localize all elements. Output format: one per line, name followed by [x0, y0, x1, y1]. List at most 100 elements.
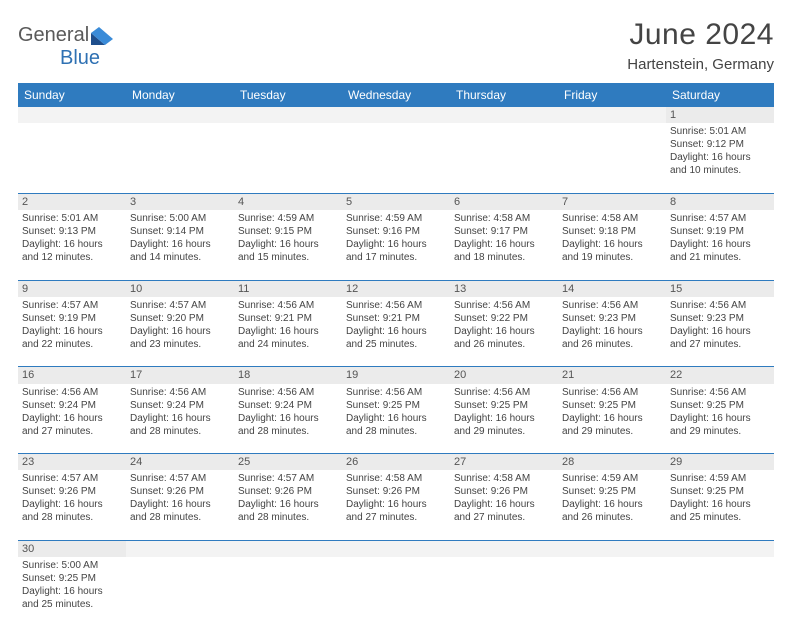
day-number-cell: 5 — [342, 193, 450, 210]
logo-mark-icon — [91, 27, 113, 45]
day-cell: Sunrise: 4:56 AMSunset: 9:24 PMDaylight:… — [234, 384, 342, 454]
day-number-cell — [450, 540, 558, 557]
sunset-text: Sunset: 9:19 PM — [22, 312, 122, 325]
day-number-cell: 22 — [666, 367, 774, 384]
daylight-text: Daylight: 16 hours and 27 minutes. — [346, 498, 446, 524]
day-number-cell: 27 — [450, 454, 558, 471]
daylight-text: Daylight: 16 hours and 17 minutes. — [346, 238, 446, 264]
sunrise-text: Sunrise: 4:58 AM — [346, 472, 446, 485]
day-number-cell: 15 — [666, 280, 774, 297]
day-cell — [234, 557, 342, 627]
daylight-text: Daylight: 16 hours and 25 minutes. — [22, 585, 122, 611]
calendar-table: SundayMondayTuesdayWednesdayThursdayFrid… — [18, 83, 774, 627]
day-number: 30 — [22, 542, 122, 556]
sunrise-text: Sunrise: 4:56 AM — [238, 386, 338, 399]
day-number-cell — [342, 540, 450, 557]
sunset-text: Sunset: 9:14 PM — [130, 225, 230, 238]
sunset-text: Sunset: 9:26 PM — [130, 485, 230, 498]
daylight-text: Daylight: 16 hours and 12 minutes. — [22, 238, 122, 264]
sunset-text: Sunset: 9:22 PM — [454, 312, 554, 325]
day-number-cell — [234, 107, 342, 123]
day-number-cell: 30 — [18, 540, 126, 557]
daylight-text: Daylight: 16 hours and 29 minutes. — [454, 412, 554, 438]
day-number: 21 — [562, 368, 662, 382]
weekday-header: Tuesday — [234, 83, 342, 107]
day-number: 23 — [22, 455, 122, 469]
day-cell: Sunrise: 4:56 AMSunset: 9:25 PMDaylight:… — [342, 384, 450, 454]
day-cell — [558, 557, 666, 627]
day-cell: Sunrise: 4:56 AMSunset: 9:24 PMDaylight:… — [18, 384, 126, 454]
day-number-cell: 6 — [450, 193, 558, 210]
daylight-text: Daylight: 16 hours and 27 minutes. — [670, 325, 770, 351]
day-cell — [666, 557, 774, 627]
daylight-text: Daylight: 16 hours and 27 minutes. — [454, 498, 554, 524]
day-number-cell: 29 — [666, 454, 774, 471]
day-number-cell: 24 — [126, 454, 234, 471]
sunrise-text: Sunrise: 4:57 AM — [130, 299, 230, 312]
daylight-text: Daylight: 16 hours and 18 minutes. — [454, 238, 554, 264]
sunrise-text: Sunrise: 5:00 AM — [130, 212, 230, 225]
sunrise-text: Sunrise: 5:01 AM — [670, 125, 770, 138]
sunset-text: Sunset: 9:26 PM — [346, 485, 446, 498]
sunset-text: Sunset: 9:25 PM — [454, 399, 554, 412]
day-cell: Sunrise: 4:58 AMSunset: 9:17 PMDaylight:… — [450, 210, 558, 280]
sunrise-text: Sunrise: 4:56 AM — [346, 299, 446, 312]
weekday-header: Saturday — [666, 83, 774, 107]
day-number: 5 — [346, 195, 446, 209]
day-number-cell: 14 — [558, 280, 666, 297]
day-number-cell: 4 — [234, 193, 342, 210]
title-block: June 2024 Hartenstein, Germany — [627, 18, 774, 73]
day-number: 28 — [562, 455, 662, 469]
day-number: 4 — [238, 195, 338, 209]
page-title: June 2024 — [627, 18, 774, 52]
page-subtitle: Hartenstein, Germany — [627, 56, 774, 73]
daylight-text: Daylight: 16 hours and 10 minutes. — [670, 151, 770, 177]
day-number: 9 — [22, 282, 122, 296]
sunrise-text: Sunrise: 4:56 AM — [22, 386, 122, 399]
day-cell — [18, 123, 126, 193]
daylight-text: Daylight: 16 hours and 28 minutes. — [238, 498, 338, 524]
day-number-cell — [558, 540, 666, 557]
day-cell: Sunrise: 4:59 AMSunset: 9:15 PMDaylight:… — [234, 210, 342, 280]
weekday-header: Monday — [126, 83, 234, 107]
day-cell — [558, 123, 666, 193]
day-cell — [342, 557, 450, 627]
day-cell: Sunrise: 4:56 AMSunset: 9:25 PMDaylight:… — [450, 384, 558, 454]
sunrise-text: Sunrise: 4:56 AM — [454, 386, 554, 399]
daylight-text: Daylight: 16 hours and 26 minutes. — [562, 325, 662, 351]
day-cell: Sunrise: 5:01 AMSunset: 9:12 PMDaylight:… — [666, 123, 774, 193]
day-cell — [126, 123, 234, 193]
day-number: 17 — [130, 368, 230, 382]
day-cell: Sunrise: 4:59 AMSunset: 9:16 PMDaylight:… — [342, 210, 450, 280]
day-number: 16 — [22, 368, 122, 382]
sunrise-text: Sunrise: 4:56 AM — [454, 299, 554, 312]
day-cell: Sunrise: 4:59 AMSunset: 9:25 PMDaylight:… — [558, 470, 666, 540]
day-number-cell — [450, 107, 558, 123]
day-number: 10 — [130, 282, 230, 296]
day-number-cell — [666, 540, 774, 557]
day-cell: Sunrise: 4:57 AMSunset: 9:19 PMDaylight:… — [18, 297, 126, 367]
weekday-header: Wednesday — [342, 83, 450, 107]
day-number-cell: 20 — [450, 367, 558, 384]
day-number-cell: 28 — [558, 454, 666, 471]
weekday-header: Sunday — [18, 83, 126, 107]
day-number: 26 — [346, 455, 446, 469]
sunset-text: Sunset: 9:20 PM — [130, 312, 230, 325]
day-number-cell — [558, 107, 666, 123]
sunrise-text: Sunrise: 4:58 AM — [454, 472, 554, 485]
sunrise-text: Sunrise: 4:56 AM — [130, 386, 230, 399]
sunrise-text: Sunrise: 4:59 AM — [670, 472, 770, 485]
day-number: 19 — [346, 368, 446, 382]
day-cell: Sunrise: 4:57 AMSunset: 9:26 PMDaylight:… — [234, 470, 342, 540]
sunrise-text: Sunrise: 5:00 AM — [22, 559, 122, 572]
calendar-header-row: SundayMondayTuesdayWednesdayThursdayFrid… — [18, 83, 774, 107]
day-number-cell — [342, 107, 450, 123]
day-number: 20 — [454, 368, 554, 382]
logo-text-part1: General — [18, 24, 89, 46]
day-cell: Sunrise: 4:56 AMSunset: 9:21 PMDaylight:… — [342, 297, 450, 367]
sunrise-text: Sunrise: 4:59 AM — [346, 212, 446, 225]
sunset-text: Sunset: 9:17 PM — [454, 225, 554, 238]
sunset-text: Sunset: 9:25 PM — [670, 399, 770, 412]
day-number: 3 — [130, 195, 230, 209]
day-cell: Sunrise: 5:01 AMSunset: 9:13 PMDaylight:… — [18, 210, 126, 280]
